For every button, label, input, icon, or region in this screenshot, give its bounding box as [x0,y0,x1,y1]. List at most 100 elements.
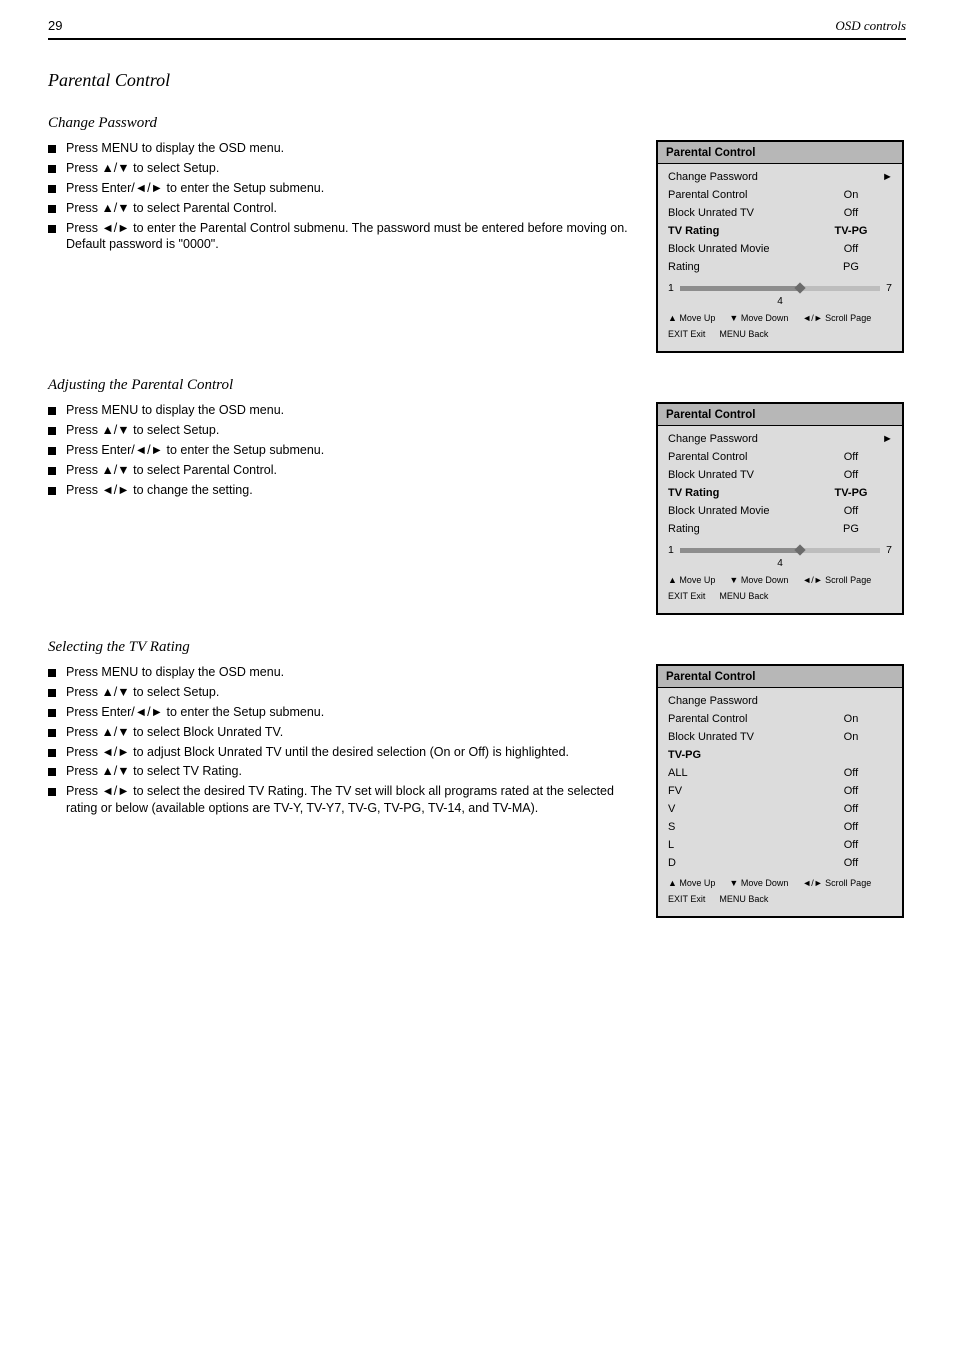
osd-row-value: Off [820,857,882,869]
slider-track [680,548,880,553]
osd-row: Parental ControlOff [658,448,902,466]
step-item: Press Enter/◄/► to enter the Setup subme… [48,442,634,459]
step-item: Press ▲/▼ to select Block Unrated TV. [48,724,634,741]
step-text: Press Enter/◄/► to enter the Setup subme… [66,442,324,459]
osd-title: Parental Control [658,142,902,164]
slider-track [680,286,880,291]
step-text: Press ◄/► to adjust Block Unrated TV unt… [66,744,569,761]
subheading-parental-onoff: Adjusting the Parental Control [48,377,906,394]
step-item: Press ◄/► to change the setting. [48,482,634,499]
osd-hints: ▲ Move Up▼ Move Down◄/► Scroll PageEXIT … [658,307,902,345]
slider-max: 7 [886,282,892,294]
left_right-icon: ◄/► [101,784,129,798]
step-text: Press ▲/▼ to select Setup. [66,422,219,439]
osd-row-value: Off [820,767,882,779]
step-item: Press ◄/► to adjust Block Unrated TV unt… [48,744,634,761]
osd-slider: 17 [658,538,902,560]
step-item: Press MENU to display the OSD menu. [48,664,634,681]
slider-min: 1 [668,544,674,556]
osd-row: RatingPG [658,258,902,276]
section-heading-parental: Parental Control [48,70,906,91]
square-bullet-icon [48,145,56,153]
step-item: Press ▲/▼ to select Setup. [48,160,634,177]
step-item: Press Enter/◄/► to enter the Setup subme… [48,704,634,721]
slider-max: 7 [886,544,892,556]
osd-row-label: ALL [668,767,820,779]
step-text: Press MENU to display the OSD menu. [66,140,284,157]
osd-row-label: Parental Control [668,713,820,725]
up_down-icon: ▲/▼ [101,423,129,437]
osd-hint: MENU Back [719,329,768,339]
left_right-icon: ◄/► [135,181,163,195]
osd-row-value: Off [820,451,882,463]
osd-hint: EXIT Exit [668,591,705,601]
osd-row-value: On [820,189,882,201]
osd-row-label: Block Unrated TV [668,207,820,219]
up_down-icon: ▲/▼ [101,463,129,477]
step-text: Press MENU to display the OSD menu. [66,664,284,681]
square-bullet-icon [48,205,56,213]
square-bullet-icon [48,768,56,776]
osd-panel-tv-rating: Parental ControlChange PasswordParental … [656,664,904,918]
page-header-title: OSD controls [835,18,906,34]
osd-row: Block Unrated TVOn [658,728,902,746]
osd-hint: EXIT Exit [668,329,705,339]
chevron-right-icon: ► [882,433,892,445]
step-item: Press ▲/▼ to select Setup. [48,684,634,701]
step-text: Press ▲/▼ to select Parental Control. [66,462,277,479]
osd-row-value: Off [820,207,882,219]
osd-hint: ▲ Move Up [668,575,715,585]
page-header: 29 OSD controls [48,18,906,40]
up_down-icon: ▲/▼ [101,685,129,699]
osd-row-value: Off [820,785,882,797]
square-bullet-icon [48,447,56,455]
square-bullet-icon [48,407,56,415]
osd-row: TV-PG [658,746,902,764]
steps-change-password: Press MENU to display the OSD menu. Press… [48,140,634,253]
step-item: Press ▲/▼ to select Parental Control. [48,462,634,479]
step-text: Press ▲/▼ to select Setup. [66,160,219,177]
osd-row-label: D [668,857,820,869]
osd-hint: MENU Back [719,591,768,601]
osd-panel-parental-onoff: Parental ControlChange Password►Parental… [656,402,904,615]
step-item: Press ▲/▼ to select TV Rating. [48,763,634,780]
osd-slider: 17 [658,276,902,298]
slider-min: 1 [668,282,674,294]
osd-hint: EXIT Exit [668,894,705,904]
osd-title: Parental Control [658,404,902,426]
up_down-icon: ▲/▼ [101,764,129,778]
osd-row-value: TV-PG [820,225,882,237]
step-text: Press ▲/▼ to select Setup. [66,684,219,701]
osd-row: TV RatingTV-PG [658,222,902,240]
osd-row: Parental ControlOn [658,710,902,728]
osd-row: Block Unrated TVOff [658,466,902,484]
step-item: Press MENU to display the OSD menu. [48,140,634,157]
step-item: Press MENU to display the OSD menu. [48,402,634,419]
slider-knob-icon [794,544,805,555]
osd-row-label: Change Password [668,171,820,183]
osd-row-value: On [820,731,882,743]
osd-row: Change Password ► [658,168,902,186]
chevron-right-icon: ► [882,171,892,183]
osd-row-label: Parental Control [668,451,820,463]
osd-row: RatingPG [658,520,902,538]
osd-row: Change Password► [658,430,902,448]
step-item: Press ◄/► to select the desired TV Ratin… [48,783,634,817]
osd-row-label: Block Unrated TV [668,731,820,743]
osd-row-label: Rating [668,523,820,535]
osd-row-label: TV Rating [668,487,820,499]
square-bullet-icon [48,689,56,697]
slider-value-label: 4 [658,558,902,569]
osd-row: Block Unrated TVOff [658,204,902,222]
osd-row-value: Off [820,469,882,481]
step-item: Press ▲/▼ to select Parental Control. [48,200,634,217]
osd-title: Parental Control [658,666,902,688]
left_right-icon: ◄/► [135,443,163,457]
osd-hint: ◄/► Scroll Page [802,313,871,323]
step-text: Press ◄/► to select the desired TV Ratin… [66,783,634,817]
osd-hint: ▲ Move Up [668,878,715,888]
left_right-icon: ◄/► [101,745,129,759]
step-text: Press MENU to display the OSD menu. [66,402,284,419]
square-bullet-icon [48,185,56,193]
square-bullet-icon [48,669,56,677]
